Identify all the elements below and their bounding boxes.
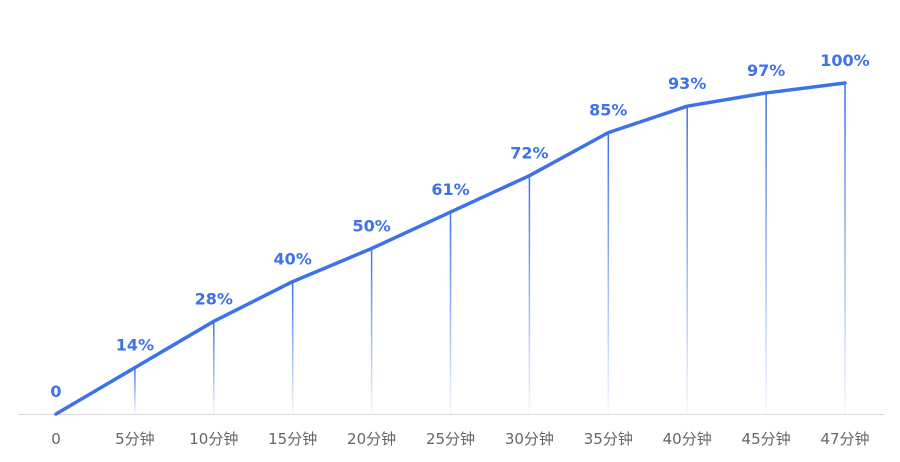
data-label: 28%: [195, 289, 233, 308]
drop-lines: [134, 83, 846, 415]
x-tick-labels: 0 5分钟 10分钟 15分钟 20分钟 25分钟 30分钟 35分钟 40分钟 45分钟 47分钟: [51, 430, 869, 448]
drop-line: [134, 367, 136, 414]
drop-line: [844, 83, 846, 414]
data-label: 0: [50, 382, 61, 401]
data-label: 100%: [820, 51, 869, 70]
drop-line: [213, 321, 215, 414]
data-label: 40%: [274, 250, 312, 269]
x-tick-label: 35分钟: [584, 430, 633, 448]
data-label: 97%: [747, 61, 785, 80]
data-label: 50%: [352, 217, 390, 236]
x-tick-label: 5分钟: [115, 430, 155, 448]
x-tick-label: 47分钟: [820, 430, 869, 448]
x-tick-label: 45分钟: [742, 430, 791, 448]
drop-line: [291, 281, 294, 414]
x-tick-label: 15分钟: [268, 430, 317, 448]
drop-line: [528, 175, 531, 414]
x-tick-label: 0: [51, 430, 61, 448]
x-tick-label: 30分钟: [505, 430, 554, 448]
data-label: 61%: [431, 180, 469, 199]
x-tick-label: 20分钟: [347, 430, 396, 448]
drop-line: [607, 132, 610, 414]
drop-line: [686, 106, 688, 415]
x-tick-label: 25分钟: [426, 430, 475, 448]
data-label: 14%: [116, 336, 154, 355]
data-label: 72%: [510, 144, 548, 163]
drop-line: [765, 92, 767, 415]
data-label: 85%: [589, 101, 627, 120]
x-tick-label: 10分钟: [189, 430, 238, 448]
data-labels: 0 14% 28% 40% 50% 61% 72% 85% 93% 97% 100%: [50, 51, 869, 401]
series-line: [54, 81, 847, 416]
drop-line: [449, 212, 452, 414]
x-tick-label: 40分钟: [663, 430, 712, 448]
drop-line: [370, 248, 373, 414]
data-label: 93%: [668, 74, 706, 93]
